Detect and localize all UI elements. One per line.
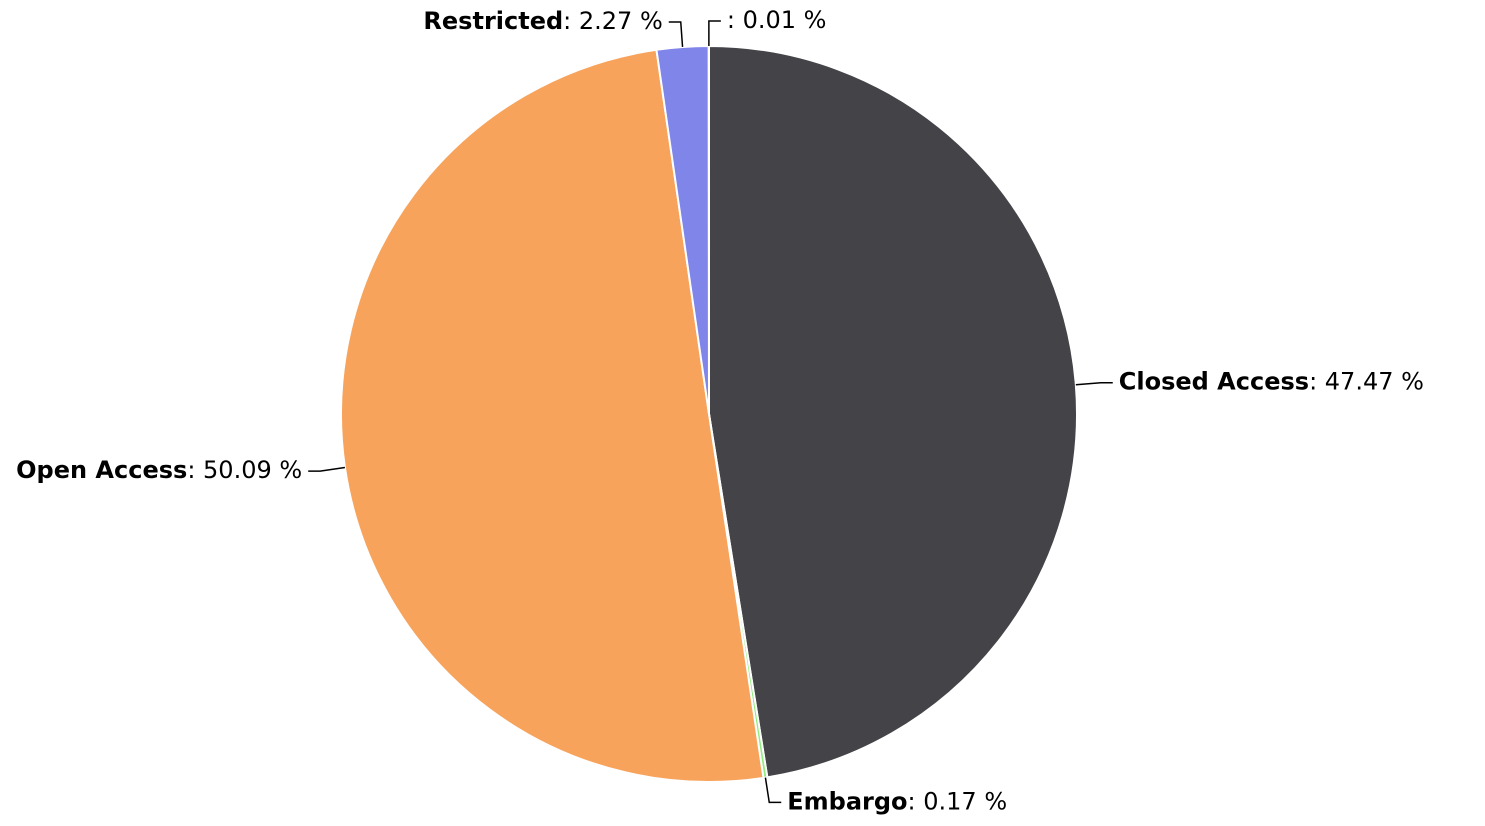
connector <box>1075 381 1113 386</box>
label-name: Open Access <box>16 456 187 484</box>
data-label: : 0.01 % <box>727 6 827 34</box>
label-sep: : <box>727 6 743 34</box>
label-sep: : <box>908 787 924 815</box>
connector <box>668 21 684 48</box>
data-label: Open Access: 50.09 % <box>16 456 302 484</box>
connector <box>308 466 346 472</box>
label-sep: : <box>187 456 203 484</box>
pie-slice <box>339 48 765 783</box>
data-label: Restricted: 2.27 % <box>423 7 662 35</box>
label-value: 47.47 % <box>1325 368 1424 396</box>
label-name: Restricted <box>423 7 563 35</box>
label-value: 50.09 % <box>203 456 302 484</box>
label-name: Embargo <box>787 787 907 815</box>
label-sep: : <box>1309 368 1325 396</box>
pie-slice <box>708 44 1078 779</box>
label-sep: : <box>563 7 579 35</box>
data-label: Closed Access: 47.47 % <box>1119 368 1424 396</box>
label-value: 0.01 % <box>743 6 827 34</box>
connector <box>708 20 721 47</box>
data-label: Embargo: 0.17 % <box>787 787 1007 815</box>
connector <box>764 777 782 804</box>
label-value: 0.17 % <box>923 787 1007 815</box>
label-name: Closed Access <box>1119 368 1309 396</box>
label-value: 2.27 % <box>579 7 663 35</box>
